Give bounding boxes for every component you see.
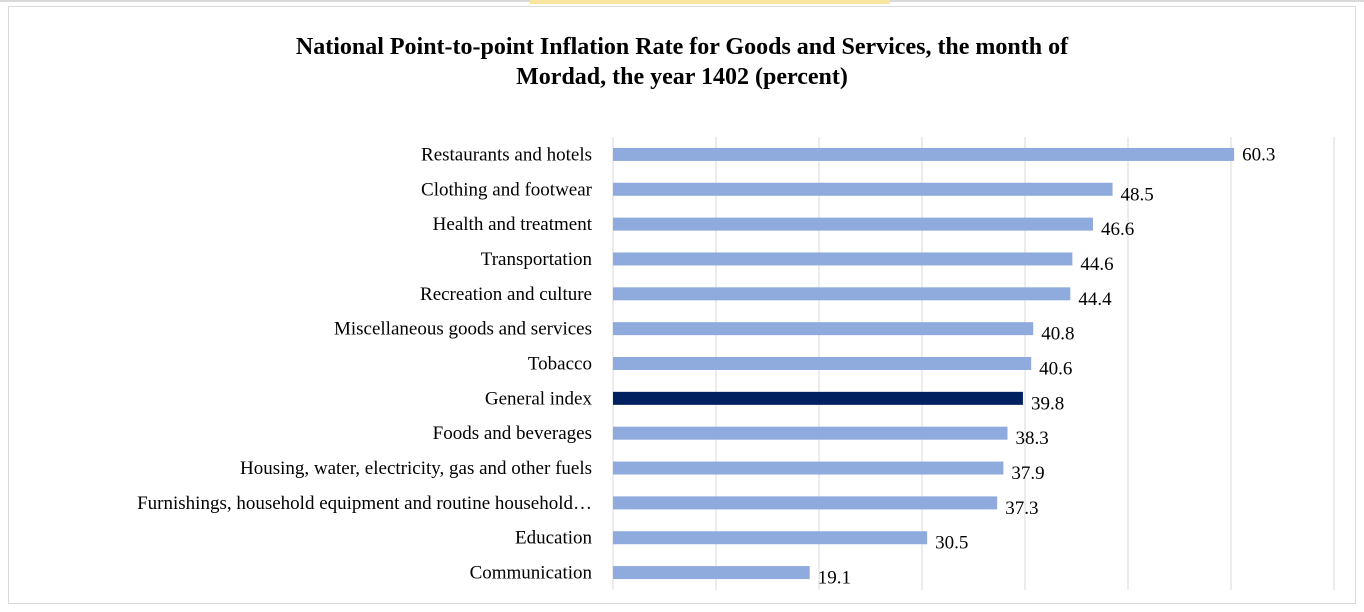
value-label: 44.6	[1080, 254, 1113, 275]
category-label: Clothing and footwear	[421, 179, 593, 200]
category-label: Housing, water, electricity, gas and oth…	[240, 458, 592, 479]
value-label: 39.8	[1031, 393, 1064, 414]
bars	[613, 147, 1235, 580]
bar	[613, 147, 1235, 161]
value-label: 60.3	[1242, 144, 1275, 165]
bar	[613, 357, 1032, 370]
category-label: Furnishings, household equipment and rou…	[137, 493, 592, 514]
value-label: 19.1	[818, 568, 851, 589]
value-label: 48.5	[1121, 184, 1154, 205]
bar	[613, 287, 1071, 301]
value-label: 37.3	[1005, 498, 1038, 519]
bar	[613, 426, 1008, 440]
value-label: 37.9	[1011, 463, 1044, 484]
bar	[613, 252, 1073, 266]
category-label: Miscellaneous goods and services	[334, 319, 592, 340]
bar	[613, 391, 1023, 405]
chart-title: National Point-to-point Inflation Rate f…	[0, 32, 1364, 92]
bar	[613, 461, 1004, 475]
value-labels: 60.3 48.5 46.6 44.6 44.440.8 40.6 39.8 38.3 37.9…	[818, 144, 1276, 588]
bar	[613, 531, 928, 545]
chart-title-line-1: National Point-to-point Inflation Rate f…	[295, 34, 1069, 60]
category-label: Tobacco	[528, 354, 592, 375]
category-label: Transportation	[481, 249, 593, 270]
value-label: 40.8	[1041, 324, 1074, 345]
bar	[613, 566, 810, 580]
category-label: Health and treatment	[433, 214, 593, 235]
category-labels: Restaurants and hotels Clothing and footw…	[137, 144, 593, 583]
bar	[613, 496, 998, 510]
value-label: 44.4	[1078, 289, 1112, 310]
category-label: Restaurants and hotels	[421, 144, 592, 165]
bar	[613, 182, 1113, 196]
category-label: Recreation and culture	[420, 284, 592, 305]
bar	[613, 322, 1034, 336]
value-label: 46.6	[1101, 219, 1134, 240]
value-label: 40.6	[1039, 359, 1072, 380]
category-label: Communication	[470, 563, 593, 584]
bar	[613, 217, 1093, 231]
category-label: Education	[515, 528, 593, 549]
category-label: General index	[485, 388, 593, 409]
value-label: 30.5	[935, 533, 968, 554]
header-accent	[530, 0, 890, 4]
value-label: 38.3	[1015, 428, 1048, 449]
category-label: Foods and beverages	[433, 423, 592, 444]
chart-title-line-2: Mordad, the year 1402 (percent)	[516, 64, 848, 90]
